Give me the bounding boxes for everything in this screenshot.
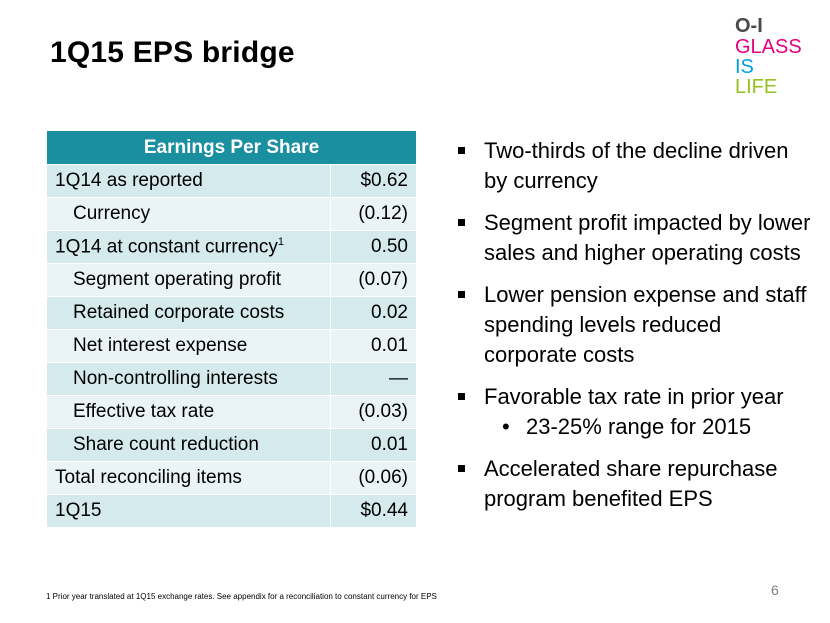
table-row: Segment operating profit (0.07)	[46, 263, 417, 297]
row-label: 1Q14 as reported	[46, 164, 331, 198]
bullet-item: Favorable tax rate in prior year • 23-25…	[454, 382, 814, 442]
table-row: 1Q14 at constant currency1 0.50	[46, 230, 417, 264]
row-value: $0.62	[330, 164, 417, 198]
row-label-with-footnote: 1Q14 at constant currency1	[46, 230, 331, 264]
table-row: Total reconciling items (0.06)	[46, 461, 417, 495]
bullet-text: Lower pension expense and staff spending…	[484, 282, 807, 367]
slide-title: 1Q15 EPS bridge	[50, 36, 295, 69]
o-i-glass-is-life-logo: O-I GLASS IS LIFE	[730, 10, 820, 105]
bullet-item: Lower pension expense and staff spending…	[454, 280, 814, 370]
bullet-item: Segment profit impacted by lower sales a…	[454, 208, 814, 268]
row-value: (0.06)	[330, 461, 417, 495]
row-value: (0.03)	[330, 395, 417, 429]
table-row: 1Q15 $0.44	[46, 494, 417, 528]
table-header: Earnings Per Share	[46, 130, 417, 165]
bullet-text: Two-thirds of the decline driven by curr…	[484, 138, 789, 193]
square-bullet-icon	[458, 147, 465, 154]
bullet-text: Accelerated share repurchase program ben…	[484, 456, 778, 511]
bullet-text: Favorable tax rate in prior year	[484, 384, 784, 409]
row-label: 1Q15	[46, 494, 331, 528]
table-row: Currency (0.12)	[46, 197, 417, 231]
bullet-list: Two-thirds of the decline driven by curr…	[454, 136, 814, 526]
eps-bridge-table: Earnings Per Share 1Q14 as reported $0.6…	[46, 130, 417, 528]
row-label-text: 1Q14 at constant currency	[55, 236, 278, 258]
row-value: 0.01	[330, 428, 417, 462]
table-row: Share count reduction 0.01	[46, 428, 417, 462]
row-value: —	[330, 362, 417, 396]
row-label: Retained corporate costs	[46, 296, 331, 330]
square-bullet-icon	[458, 219, 465, 226]
sub-bullet-text: 23-25% range for 2015	[526, 414, 752, 439]
footnote: 1 Prior year translated at 1Q15 exchange…	[46, 592, 437, 601]
row-label: Effective tax rate	[46, 395, 331, 429]
row-label: Share count reduction	[46, 428, 331, 462]
row-value: 0.50	[330, 230, 417, 264]
row-value: (0.12)	[330, 197, 417, 231]
row-label: Currency	[46, 197, 331, 231]
row-value: $0.44	[330, 494, 417, 528]
row-label: Non-controlling interests	[46, 362, 331, 396]
square-bullet-icon	[458, 291, 465, 298]
table-row: 1Q14 as reported $0.62	[46, 164, 417, 198]
table-row: Effective tax rate (0.03)	[46, 395, 417, 429]
table-row: Retained corporate costs 0.02	[46, 296, 417, 330]
logo-is-text: IS	[735, 56, 754, 78]
page-number: 6	[771, 582, 779, 598]
logo-oi-text: O-I	[735, 15, 763, 37]
logo-life-text: LIFE	[735, 76, 777, 98]
bullet-text: Segment profit impacted by lower sales a…	[484, 210, 811, 265]
square-bullet-icon	[458, 465, 465, 472]
row-label: Segment operating profit	[46, 263, 331, 297]
table-row: Net interest expense 0.01	[46, 329, 417, 363]
sub-bullet-item: • 23-25% range for 2015	[484, 412, 814, 442]
bullet-item: Two-thirds of the decline driven by curr…	[454, 136, 814, 196]
row-value: 0.01	[330, 329, 417, 363]
round-bullet-icon: •	[502, 414, 510, 439]
row-label: Total reconciling items	[46, 461, 331, 495]
row-value: 0.02	[330, 296, 417, 330]
footnote-marker: 1	[277, 235, 284, 248]
row-label: Net interest expense	[46, 329, 331, 363]
logo-glass-text: GLASS	[735, 36, 802, 58]
row-value: (0.07)	[330, 263, 417, 297]
table-row: Non-controlling interests —	[46, 362, 417, 396]
square-bullet-icon	[458, 393, 465, 400]
bullet-item: Accelerated share repurchase program ben…	[454, 454, 814, 514]
